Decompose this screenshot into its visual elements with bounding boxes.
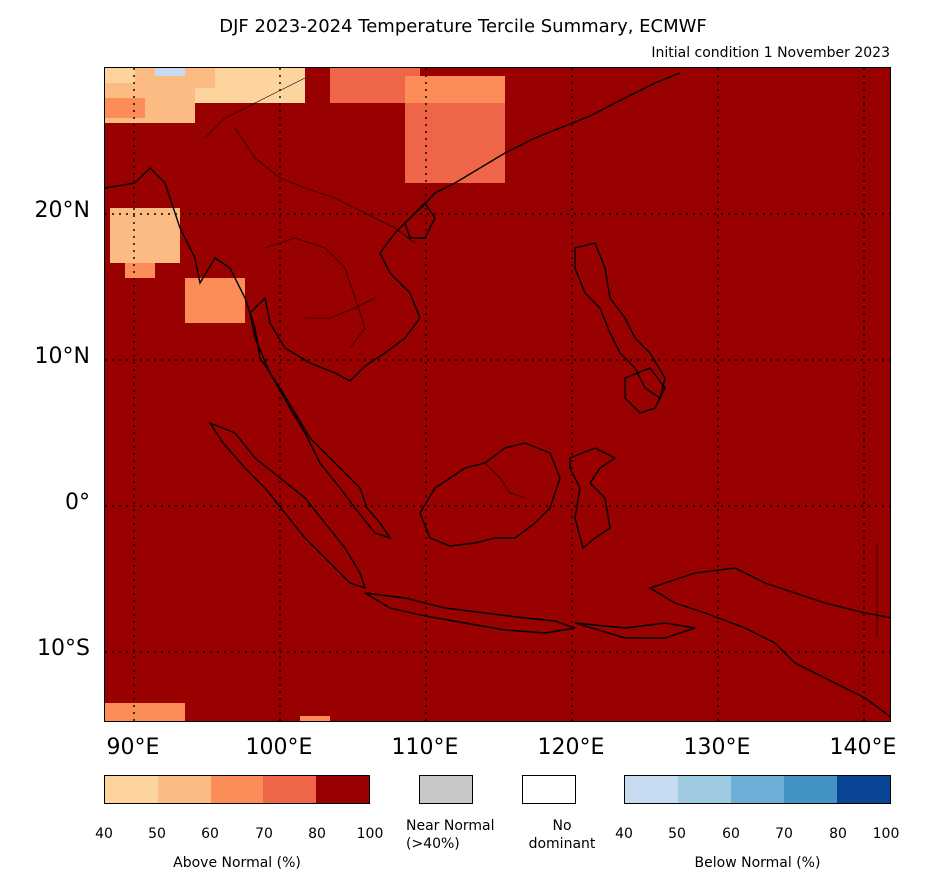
colorbar-above-tick: 40 [95, 826, 113, 842]
no-dominant-cell [523, 776, 575, 803]
lon-label-130e: 130°E [683, 735, 751, 760]
colorbar-below-tick: 50 [668, 826, 686, 842]
map-subtitle: Initial condition 1 November 2023 [651, 45, 890, 61]
coastlines [105, 72, 890, 718]
colorbar-above-tick: 60 [201, 826, 219, 842]
no-dominant-label-line2: dominant [528, 836, 596, 852]
colorbar-above-cell [263, 776, 317, 803]
colorbar-above-label: Above Normal (%) [173, 855, 301, 871]
lon-label-120e: 120°E [537, 735, 605, 760]
colorbar-above-tick: 70 [255, 826, 273, 842]
no-dominant-swatch [522, 775, 576, 804]
lon-label-140e: 140°E [829, 735, 897, 760]
colorbar-below-cell [837, 776, 890, 803]
lon-label-110e: 110°E [391, 735, 459, 760]
no-dominant-label: No dominant [502, 817, 622, 853]
colorbar-above-cell [157, 776, 211, 803]
patch-above-60b [105, 98, 145, 118]
colorbar-above-tick: 100 [356, 826, 384, 842]
colorbar-below-cell [625, 776, 678, 803]
map-svg [105, 68, 890, 721]
map-area [104, 67, 891, 722]
colorbar-below-tick: 40 [615, 826, 633, 842]
near-normal-label-line1: Near Normal [406, 818, 495, 834]
colorbar-below-cell [678, 776, 731, 803]
near-normal-label-line2: (>40%) [406, 836, 460, 852]
country-borders [204, 77, 878, 638]
colorbar-below-cell [731, 776, 784, 803]
colorbar-below-tick: 60 [722, 826, 740, 842]
colorbar-above-cell [105, 776, 158, 803]
colorbar-above-tick: 80 [308, 826, 326, 842]
colorbar-below-tick: 100 [872, 826, 900, 842]
patch-above-60f [300, 716, 330, 721]
no-dominant-label-line1: No [552, 818, 572, 834]
near-normal-swatch [419, 775, 473, 804]
near-normal-label: Near Normal (>40%) [406, 817, 526, 853]
colorbar-below-tick: 80 [829, 826, 847, 842]
lon-label-100e: 100°E [245, 735, 313, 760]
lon-label-90e: 90°E [106, 735, 160, 760]
colorbar-above-normal [104, 775, 370, 804]
colorbar-below-tick: 70 [775, 826, 793, 842]
lat-label-20n: 20°N [34, 198, 90, 223]
colorbar-above-tick: 50 [148, 826, 166, 842]
map-title: DJF 2023-2024 Temperature Tercile Summar… [219, 16, 707, 37]
colorbar-below-cell [784, 776, 837, 803]
tercile-patches [105, 68, 505, 721]
patch-above-60d [185, 278, 245, 323]
patch-above-60c [125, 263, 155, 278]
near-normal-cell [420, 776, 472, 803]
colorbar-below-label: Below Normal (%) [694, 855, 821, 871]
gridlines [105, 68, 890, 721]
patch-above-70b [405, 103, 505, 183]
lat-label-10s: 10°S [37, 636, 90, 661]
colorbar-above-cell [316, 776, 369, 803]
lat-label-10n: 10°N [34, 344, 90, 369]
lat-label-0: 0° [65, 490, 90, 515]
patch-above-60e [105, 703, 185, 721]
colorbar-below-normal [624, 775, 891, 804]
patch-below-40 [155, 68, 185, 76]
colorbar-above-cell [210, 776, 264, 803]
patch-above-50b [110, 208, 180, 263]
